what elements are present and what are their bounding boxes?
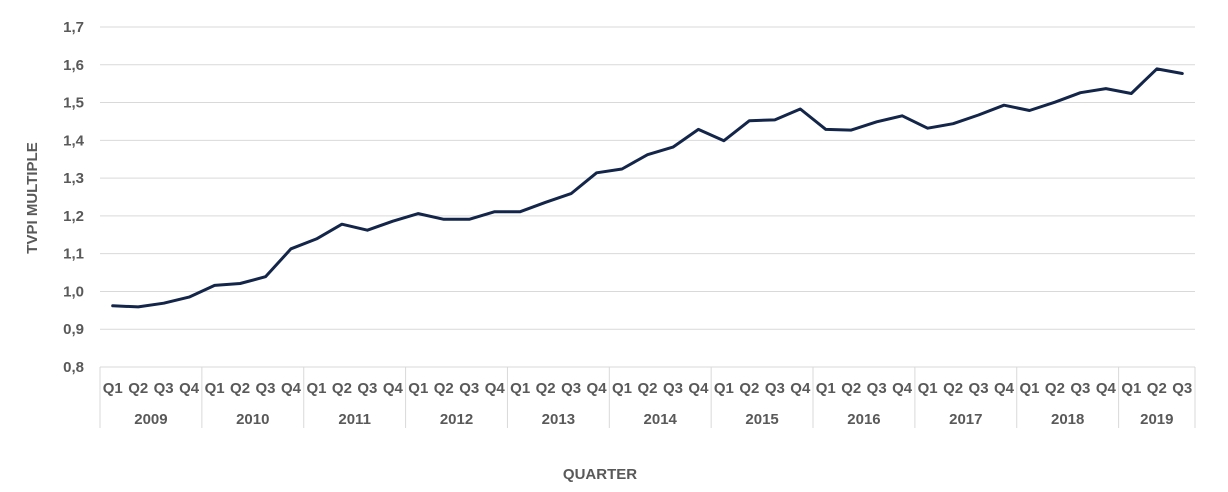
x-quarter-label: Q4	[688, 380, 709, 397]
x-category-labels: Q1 Q2 Q3 Q4 2009 Q1 Q2 Q3 Q4 2010 Q1 Q2 Q3 Q4 2011 Q1 Q2…	[99, 367, 1196, 428]
y-tick-label: 1,7	[63, 19, 84, 36]
x-quarter-label: Q2	[128, 380, 148, 397]
x-quarter-label: Q1	[612, 380, 632, 397]
x-quarter-label: Q1	[1019, 380, 1039, 397]
x-quarter-label: Q3	[154, 380, 174, 397]
x-quarter-label: Q2	[1147, 380, 1167, 397]
x-quarter-label: Q2	[536, 380, 556, 397]
x-quarter-label: Q2	[637, 380, 657, 397]
x-year-label: 2015	[745, 411, 778, 428]
y-tick-label: 1,4	[63, 132, 85, 149]
x-year-label: 2018	[1051, 411, 1084, 428]
x-quarter-label: Q1	[714, 380, 734, 397]
x-quarter-label: Q2	[739, 380, 759, 397]
x-quarter-label: Q1	[306, 380, 326, 397]
x-quarter-label: Q2	[332, 380, 352, 397]
x-year-label: 2017	[949, 411, 982, 428]
series-line-tvpi	[111, 67, 1184, 309]
x-year-label: 2019	[1140, 411, 1173, 428]
x-year-label: 2010	[236, 411, 269, 428]
x-quarter-label: Q4	[1096, 380, 1117, 397]
x-quarter-label: Q1	[510, 380, 530, 397]
x-quarter-label: Q3	[459, 380, 479, 397]
x-quarter-label: Q2	[943, 380, 963, 397]
x-quarter-label: Q2	[1045, 380, 1065, 397]
y-tick-labels: 0,8 0,9 1,0 1,1 1,2 1,3 1,4 1,5 1,6 1,7	[63, 19, 85, 376]
x-axis-title: QUARTER	[563, 466, 637, 483]
y-tick-label: 1,5	[63, 95, 84, 112]
y-tick-label: 0,8	[63, 359, 84, 376]
x-quarter-label: Q3	[1070, 380, 1090, 397]
x-quarter-label: Q3	[561, 380, 581, 397]
x-quarter-label: Q2	[841, 380, 861, 397]
x-year-label: 2012	[440, 411, 473, 428]
x-quarter-label: Q4	[994, 380, 1015, 397]
x-quarter-label: Q2	[434, 380, 454, 397]
x-year-label: 2011	[338, 411, 371, 428]
x-quarter-label: Q1	[408, 380, 428, 397]
x-quarter-label: Q3	[1172, 380, 1192, 397]
x-year-label: 2014	[644, 411, 678, 428]
y-axis-title: TVPI MULTIPLE	[24, 142, 41, 253]
x-quarter-label: Q3	[969, 380, 989, 397]
x-quarter-label: Q2	[230, 380, 250, 397]
x-year-label: 2013	[542, 411, 575, 428]
x-quarter-label: Q1	[1121, 380, 1141, 397]
x-quarter-label: Q4	[790, 380, 811, 397]
y-tick-label: 1,3	[63, 170, 84, 187]
x-quarter-label: Q3	[256, 380, 276, 397]
x-quarter-label: Q1	[918, 380, 938, 397]
x-quarter-label: Q1	[103, 380, 123, 397]
x-quarter-label: Q3	[765, 380, 785, 397]
y-tick-label: 1,6	[63, 57, 84, 74]
x-quarter-label: Q1	[205, 380, 225, 397]
x-quarter-label: Q4	[179, 380, 200, 397]
y-tick-label: 1,1	[63, 246, 84, 263]
y-tick-label: 1,0	[63, 283, 84, 300]
x-quarter-label: Q3	[663, 380, 683, 397]
x-year-label: 2016	[847, 411, 880, 428]
x-quarter-label: Q4	[281, 380, 302, 397]
x-quarter-label: Q4	[383, 380, 404, 397]
y-tick-label: 0,9	[63, 321, 84, 338]
x-quarter-label: Q3	[867, 380, 887, 397]
x-quarter-label: Q1	[816, 380, 836, 397]
gridlines	[100, 26, 1195, 368]
x-quarter-label: Q4	[892, 380, 913, 397]
x-quarter-label: Q3	[357, 380, 377, 397]
x-quarter-label: Q4	[587, 380, 608, 397]
y-tick-label: 1,2	[63, 208, 84, 225]
x-year-label: 2009	[134, 411, 167, 428]
x-quarter-label: Q4	[485, 380, 506, 397]
